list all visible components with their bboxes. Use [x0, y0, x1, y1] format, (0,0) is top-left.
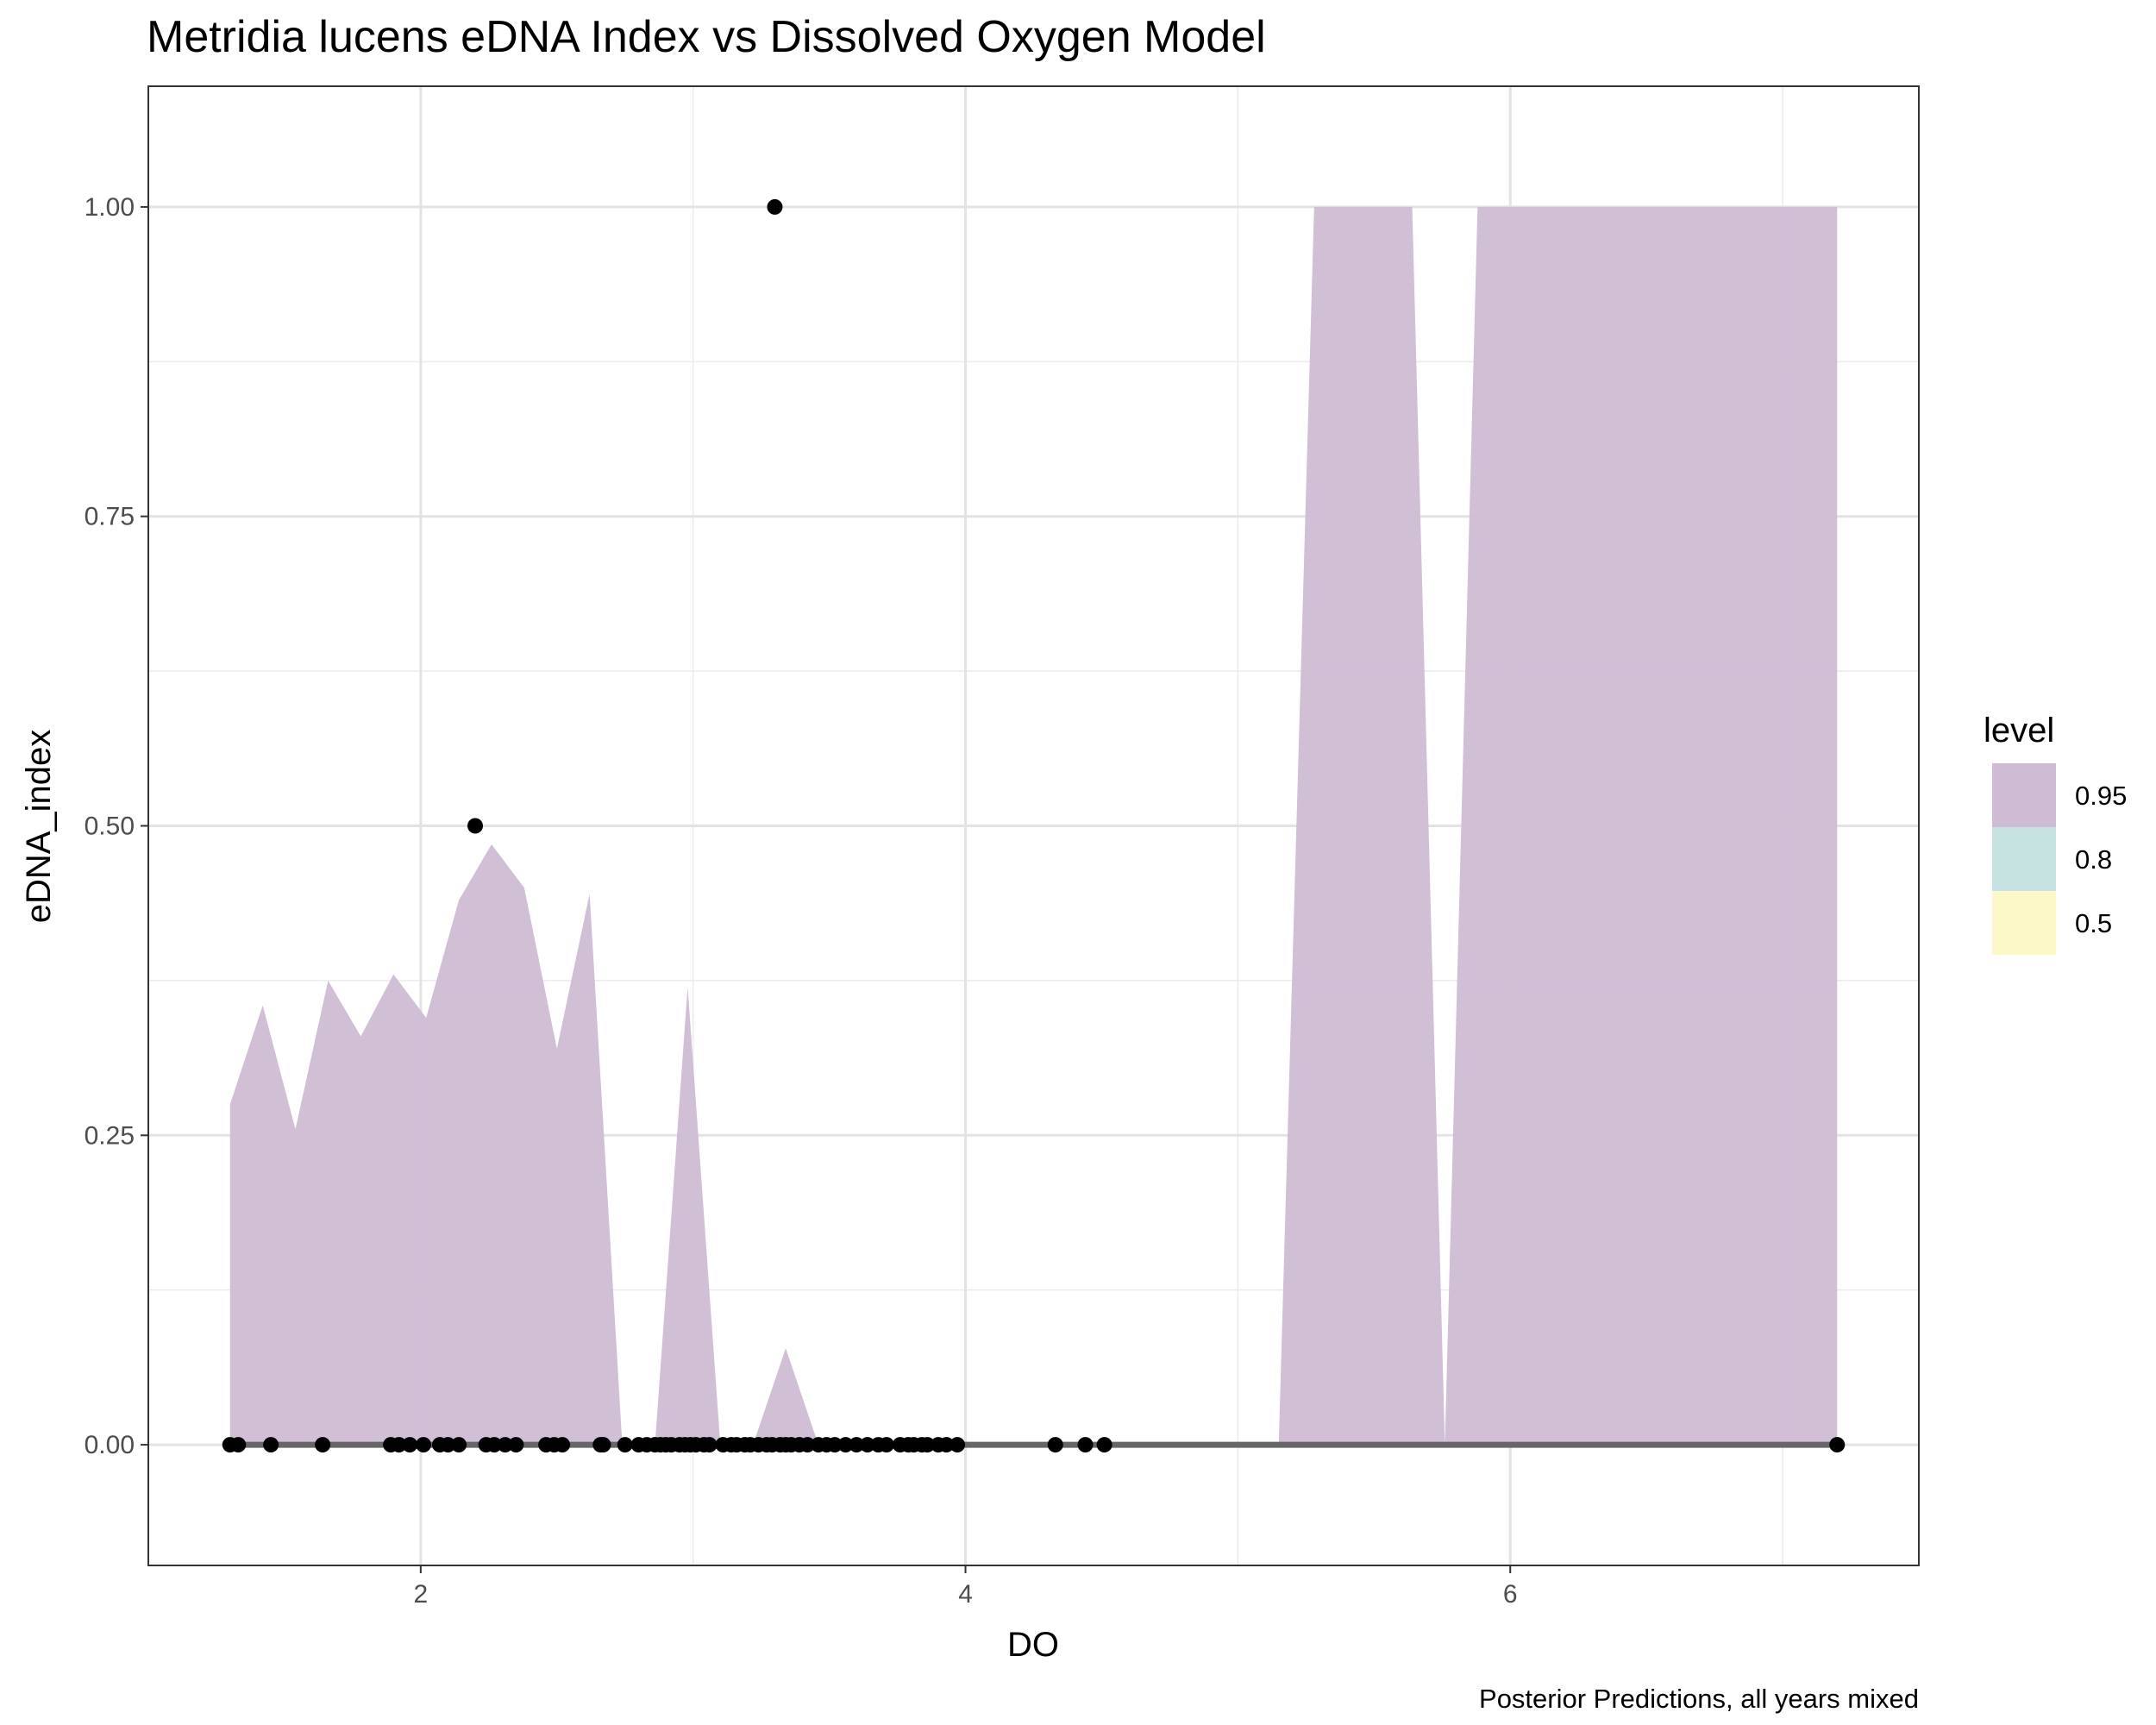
legend-key-label: 0.5 [2075, 908, 2112, 938]
x-tick-label: 4 [958, 1580, 973, 1609]
data-point [595, 1437, 611, 1453]
data-point [919, 1437, 936, 1453]
data-point [467, 818, 484, 834]
y-tick-label: 0.00 [85, 1431, 135, 1459]
data-point [849, 1437, 865, 1453]
data-point [701, 1437, 718, 1453]
data-point [440, 1437, 456, 1453]
data-point [230, 1437, 247, 1453]
data-point [315, 1437, 331, 1453]
data-point [878, 1437, 894, 1453]
data-point [799, 1437, 816, 1453]
data-point [1829, 1437, 1846, 1453]
ribbon-95-area [229, 206, 1838, 1446]
axes: 2 4 6 0.00 0.25 0.50 0.75 1.00 [85, 193, 1518, 1609]
y-tick-label: 0.75 [85, 503, 135, 531]
legend-keys: 0.95 0.8 0.5 [1992, 763, 2127, 955]
data-point [263, 1437, 279, 1453]
legend: level 0.95 0.8 0.5 [1984, 712, 2127, 955]
y-tick-label: 1.00 [85, 193, 135, 222]
data-point [950, 1437, 966, 1453]
x-axis-title: DO [1007, 1626, 1059, 1664]
ribbon-95 [229, 206, 1838, 1446]
x-tick-label: 2 [414, 1580, 429, 1609]
legend-key-label: 0.95 [2075, 781, 2127, 811]
data-point [402, 1437, 418, 1453]
data-point [617, 1437, 633, 1453]
data-point [555, 1437, 571, 1453]
data-point [859, 1437, 875, 1453]
y-tick-label: 0.50 [85, 812, 135, 841]
data-point [451, 1437, 467, 1453]
data-point [826, 1437, 843, 1453]
data-point [1047, 1437, 1063, 1453]
legend-key-swatch [1992, 827, 2056, 891]
legend-key-swatch [1992, 763, 2056, 827]
legend-key-swatch [1992, 891, 2056, 955]
data-point [391, 1437, 407, 1453]
data-points [222, 198, 1846, 1453]
y-tick-label: 0.25 [85, 1121, 135, 1150]
chart-title: Metridia lucens eDNA Index vs Dissolved … [147, 12, 1266, 62]
data-point [938, 1437, 955, 1453]
y-axis-title: eDNA_index [20, 730, 58, 924]
data-point [767, 198, 783, 215]
data-point [497, 1437, 513, 1453]
data-point [837, 1437, 854, 1453]
data-point [416, 1437, 432, 1453]
data-point [1096, 1437, 1112, 1453]
legend-key-label: 0.8 [2075, 844, 2112, 875]
data-point [508, 1437, 524, 1453]
data-point [486, 1437, 503, 1453]
caption: Posterior Predictions, all years mixed [1479, 1684, 1919, 1714]
legend-title: level [1984, 712, 2054, 750]
data-point [1077, 1437, 1094, 1453]
x-tick-label: 6 [1503, 1580, 1518, 1609]
